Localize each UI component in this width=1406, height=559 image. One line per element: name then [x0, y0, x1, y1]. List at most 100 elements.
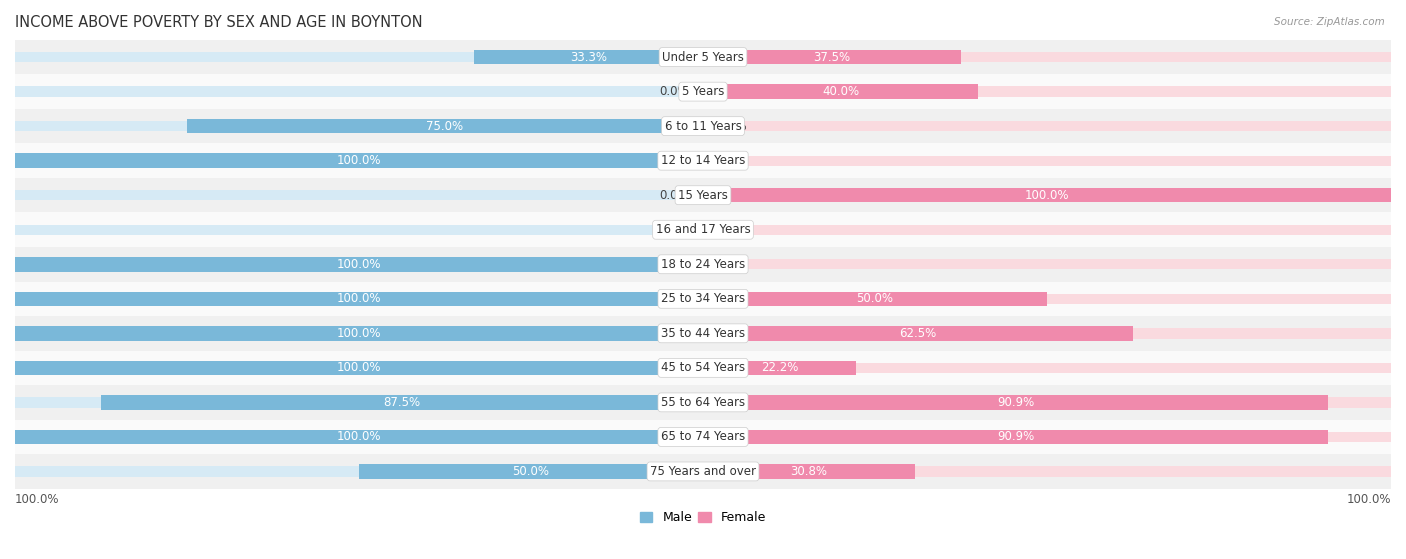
Bar [15, 363, 703, 373]
Bar [15, 74, 1391, 109]
Bar [15, 385, 1391, 420]
Text: 33.3%: 33.3% [569, 51, 607, 64]
Text: 100.0%: 100.0% [337, 292, 381, 305]
Text: 45 to 54 Years: 45 to 54 Years [661, 361, 745, 375]
Text: Source: ZipAtlas.com: Source: ZipAtlas.com [1274, 17, 1385, 27]
Bar [15, 155, 703, 166]
Bar [15, 316, 1391, 350]
Bar [703, 397, 1391, 408]
Bar [15, 87, 703, 97]
Bar [15, 178, 1391, 212]
Bar [15, 259, 703, 269]
Bar [15, 190, 703, 200]
Bar [15, 397, 703, 408]
Bar [101, 395, 703, 410]
Bar [187, 119, 703, 134]
Bar [703, 430, 1329, 444]
Bar [15, 420, 1391, 454]
Bar [474, 50, 703, 64]
Text: 40.0%: 40.0% [823, 85, 859, 98]
Text: 100.0%: 100.0% [15, 493, 59, 506]
Text: 87.5%: 87.5% [384, 396, 420, 409]
Bar [15, 257, 703, 272]
Text: 0.0%: 0.0% [717, 258, 747, 271]
Text: 5 Years: 5 Years [682, 85, 724, 98]
Text: 12 to 14 Years: 12 to 14 Years [661, 154, 745, 167]
Text: 0.0%: 0.0% [717, 154, 747, 167]
Bar [15, 40, 1391, 74]
Bar [15, 293, 703, 304]
Text: 50.0%: 50.0% [856, 292, 893, 305]
Text: 50.0%: 50.0% [513, 465, 550, 478]
Bar [15, 225, 703, 235]
Bar [15, 454, 1391, 489]
Text: 0.0%: 0.0% [717, 120, 747, 132]
Bar [703, 432, 1391, 442]
Bar [703, 190, 1391, 200]
Text: 100.0%: 100.0% [337, 430, 381, 443]
Bar [15, 466, 703, 477]
Bar [359, 464, 703, 479]
Bar [15, 430, 703, 444]
Text: 6 to 11 Years: 6 to 11 Years [665, 120, 741, 132]
Bar [703, 259, 1391, 269]
Bar [15, 326, 703, 340]
Text: Under 5 Years: Under 5 Years [662, 51, 744, 64]
Bar [15, 282, 1391, 316]
Text: 62.5%: 62.5% [900, 327, 936, 340]
Bar [703, 326, 1133, 340]
Text: 0.0%: 0.0% [659, 223, 689, 236]
Text: 30.8%: 30.8% [790, 465, 828, 478]
Text: 15 Years: 15 Years [678, 189, 728, 202]
Bar [703, 84, 979, 99]
Text: 18 to 24 Years: 18 to 24 Years [661, 258, 745, 271]
Bar [703, 292, 1047, 306]
Bar [15, 109, 1391, 144]
Bar [15, 292, 703, 306]
Text: 100.0%: 100.0% [1025, 189, 1069, 202]
Text: 35 to 44 Years: 35 to 44 Years [661, 327, 745, 340]
Text: 100.0%: 100.0% [1347, 493, 1391, 506]
Text: 100.0%: 100.0% [337, 327, 381, 340]
Bar [15, 247, 1391, 282]
Text: 100.0%: 100.0% [337, 154, 381, 167]
Bar [703, 363, 1391, 373]
Text: 16 and 17 Years: 16 and 17 Years [655, 223, 751, 236]
Text: 25 to 34 Years: 25 to 34 Years [661, 292, 745, 305]
Text: 0.0%: 0.0% [659, 189, 689, 202]
Bar [703, 464, 915, 479]
Bar [703, 50, 960, 64]
Bar [15, 432, 703, 442]
Bar [703, 52, 1391, 62]
Text: INCOME ABOVE POVERTY BY SEX AND AGE IN BOYNTON: INCOME ABOVE POVERTY BY SEX AND AGE IN B… [15, 15, 423, 30]
Bar [15, 350, 1391, 385]
Bar [15, 121, 703, 131]
Text: 65 to 74 Years: 65 to 74 Years [661, 430, 745, 443]
Bar [15, 52, 703, 62]
Bar [703, 155, 1391, 166]
Text: 75 Years and over: 75 Years and over [650, 465, 756, 478]
Bar [15, 328, 703, 339]
Text: 75.0%: 75.0% [426, 120, 464, 132]
Text: 90.9%: 90.9% [997, 430, 1035, 443]
Bar [15, 153, 703, 168]
Text: 55 to 64 Years: 55 to 64 Years [661, 396, 745, 409]
Text: 0.0%: 0.0% [717, 223, 747, 236]
Bar [703, 328, 1391, 339]
Text: 100.0%: 100.0% [337, 361, 381, 375]
Bar [15, 144, 1391, 178]
Bar [703, 121, 1391, 131]
Text: 0.0%: 0.0% [659, 85, 689, 98]
Bar [703, 395, 1329, 410]
Bar [703, 361, 856, 375]
Legend: Male, Female: Male, Female [636, 506, 770, 529]
Text: 90.9%: 90.9% [997, 396, 1035, 409]
Bar [703, 188, 1391, 202]
Text: 37.5%: 37.5% [814, 51, 851, 64]
Bar [703, 466, 1391, 477]
Text: 22.2%: 22.2% [761, 361, 799, 375]
Text: 100.0%: 100.0% [337, 258, 381, 271]
Bar [15, 361, 703, 375]
Bar [703, 87, 1391, 97]
Bar [703, 293, 1391, 304]
